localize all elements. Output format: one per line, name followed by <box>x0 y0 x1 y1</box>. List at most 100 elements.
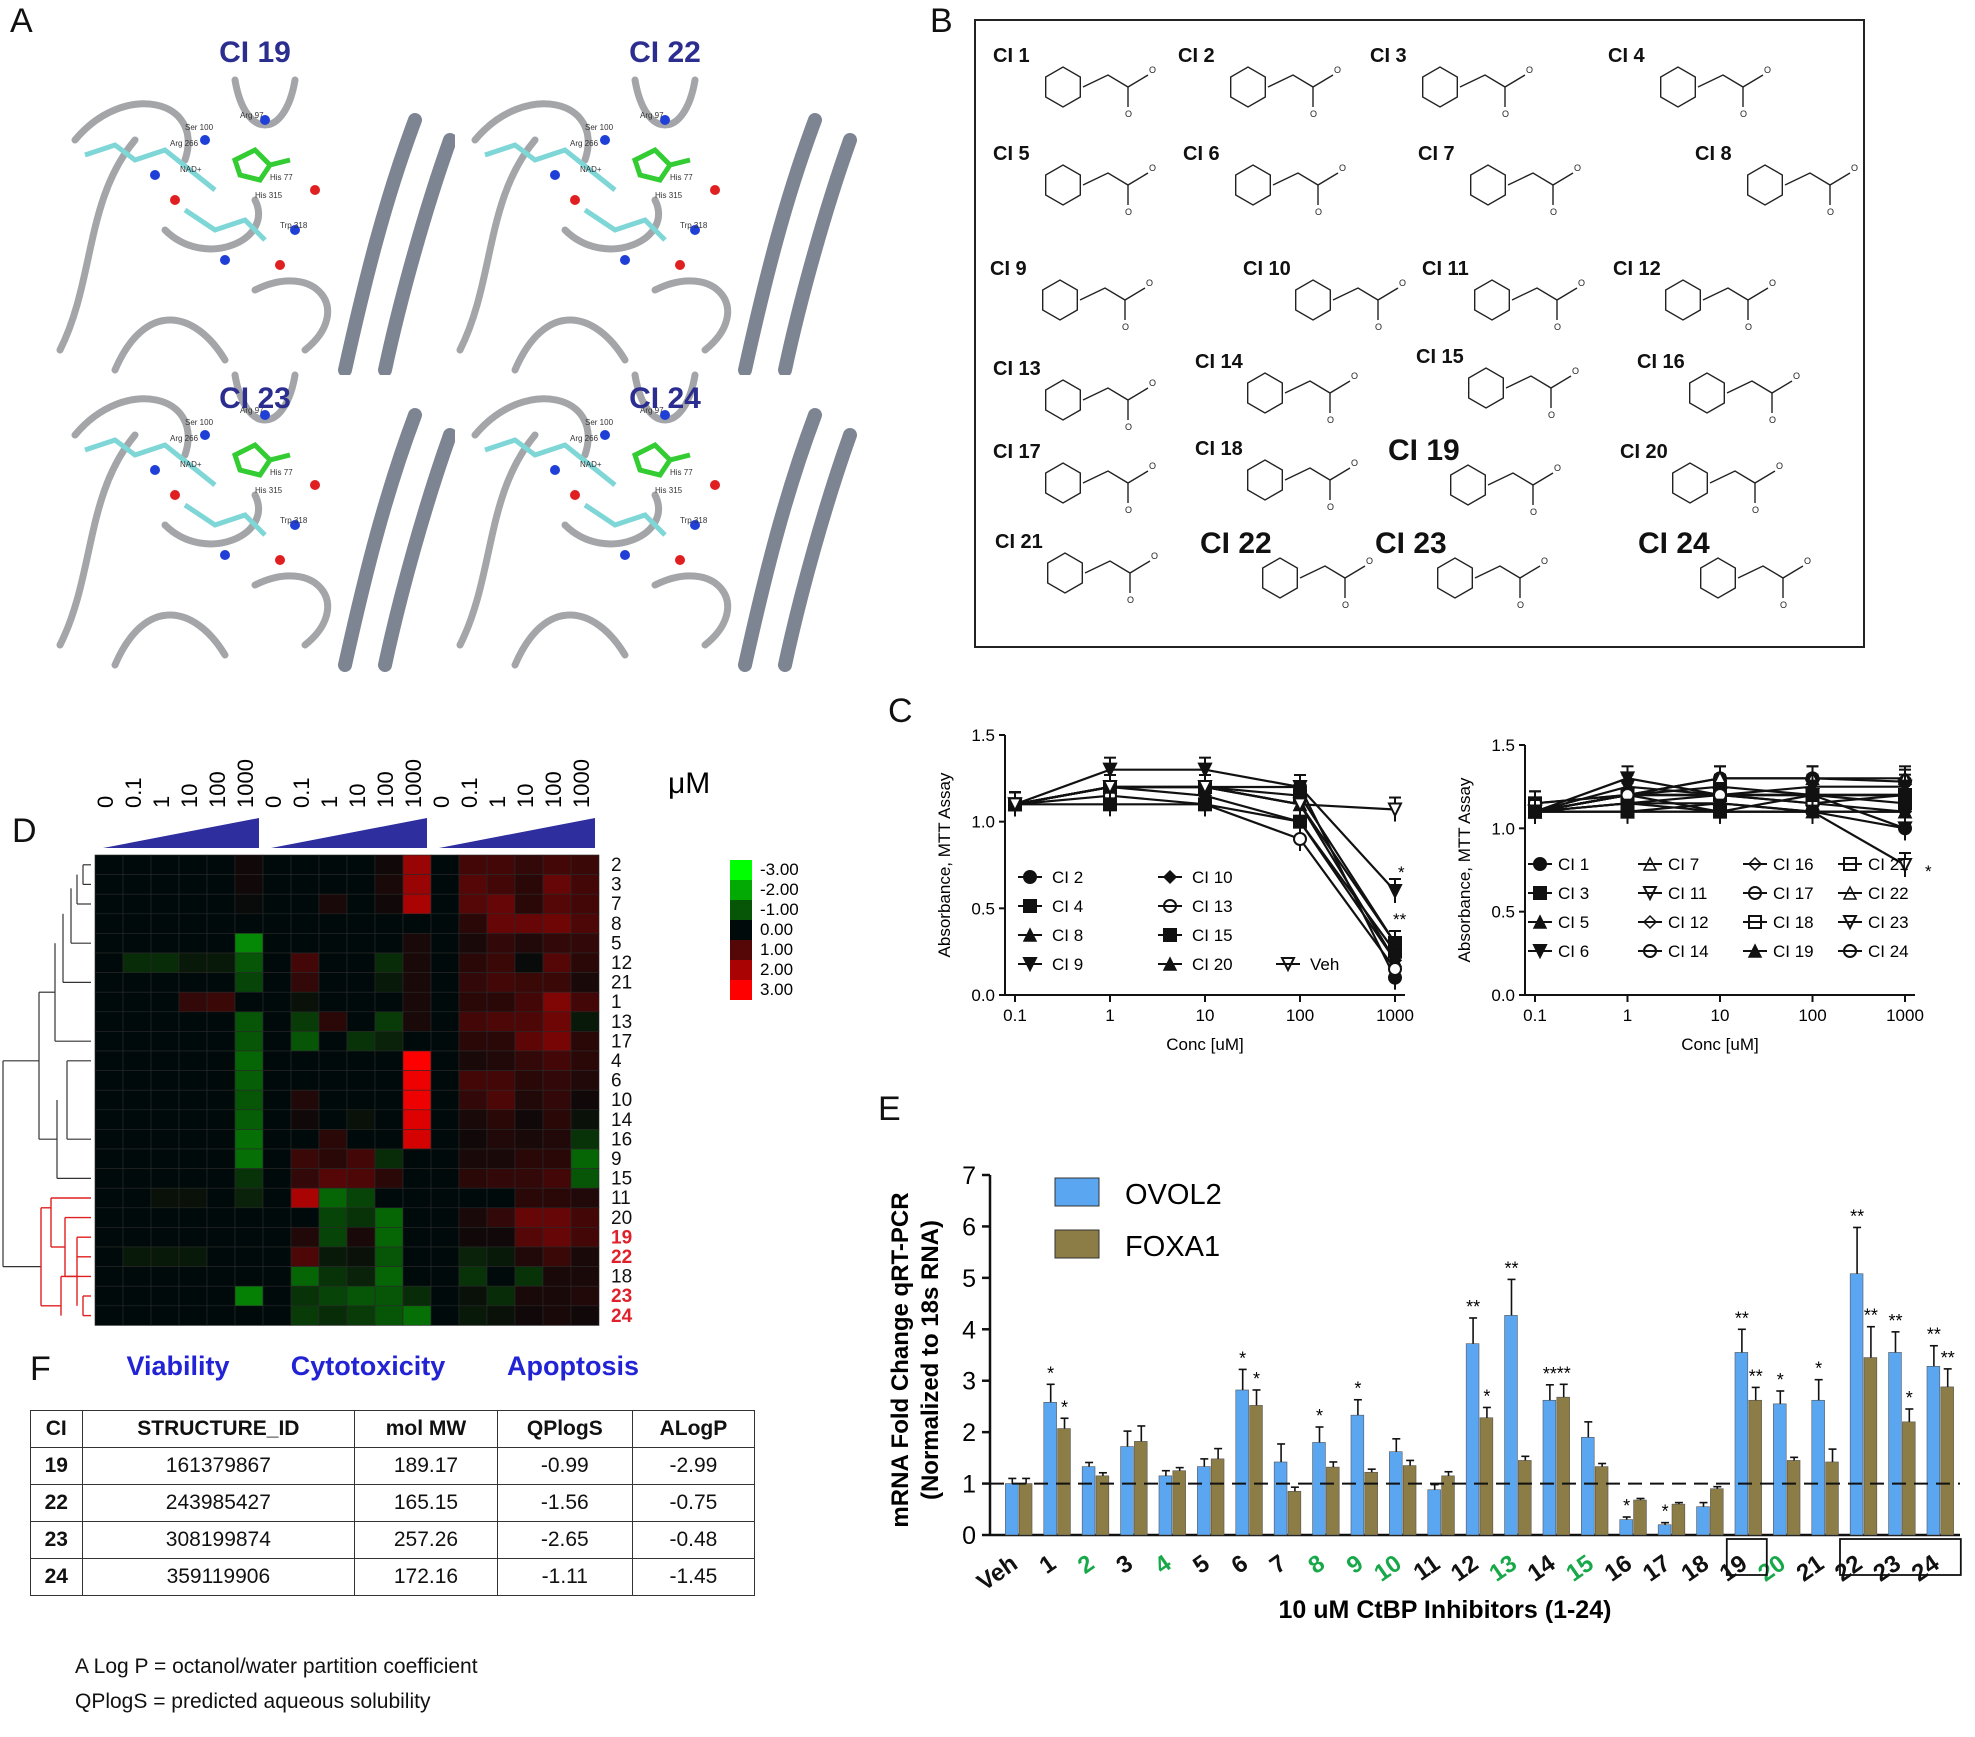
atom-marker <box>710 480 720 490</box>
heatmap-cell <box>318 1089 348 1111</box>
heatmap-cell <box>458 1148 488 1169</box>
x-category-label: 6 <box>1227 1550 1253 1580</box>
heatmap-cell <box>402 1070 432 1091</box>
inhibitor-molecule <box>631 441 691 478</box>
heatmap-cell <box>514 1129 544 1150</box>
data-point <box>1387 884 1403 900</box>
concentration-label: 1000 <box>569 759 594 808</box>
y-tick-label: 1.0 <box>1491 819 1515 838</box>
legend-entry: CI 3 <box>1558 884 1589 903</box>
atom-label: O <box>1554 322 1561 332</box>
heatmap-cell <box>402 1129 432 1150</box>
concentration-label: 10 <box>513 784 538 808</box>
heatmap-cell <box>122 1148 152 1169</box>
residue-label: Arg 97 <box>640 406 664 415</box>
y-tick-label: 0.0 <box>1491 986 1515 1005</box>
bar <box>1057 1428 1071 1536</box>
y-tick-label: 3 <box>962 1368 976 1396</box>
heatmap-cell <box>262 1109 292 1130</box>
residue-label: Arg 266 <box>170 434 199 443</box>
y-axis-label-line2: (Normalized to 18s RNA) <box>917 1220 944 1500</box>
y-axis-label-line1: mRNA Fold Change qRT-PCR <box>887 1192 914 1527</box>
concentration-label: 100 <box>373 771 398 808</box>
data-point <box>1898 821 1912 836</box>
side-chain <box>1084 560 1151 593</box>
heatmap-cell <box>290 1129 320 1150</box>
heatmap-cell <box>94 1246 124 1267</box>
heatmap-cell <box>234 991 264 1013</box>
unit-label: μM <box>668 767 710 800</box>
heatmap-cell <box>206 1246 236 1267</box>
heatmap-cell <box>430 1305 460 1326</box>
heatmap-cell <box>542 1207 572 1228</box>
heatmap-cell <box>290 1011 320 1032</box>
atom-marker <box>290 520 300 530</box>
heatmap-cell <box>570 1207 600 1228</box>
heatmap-row-label: 20 <box>611 1208 632 1229</box>
bar <box>1710 1488 1724 1536</box>
x-category-label: 20 <box>1753 1550 1790 1587</box>
atom-label: O <box>1550 207 1557 217</box>
x-category-label: 5 <box>1188 1550 1214 1580</box>
heatmap-cell <box>514 1207 544 1228</box>
heatmap-cell <box>234 1305 264 1326</box>
heatmap-cell <box>206 1187 236 1209</box>
significance-star: * <box>1398 863 1405 882</box>
compound-label: CI 11 <box>1422 258 1469 280</box>
concentration-label: 1000 <box>233 759 258 808</box>
heatmap-cell <box>122 1089 152 1111</box>
atom-label: O <box>1827 207 1834 217</box>
heatmap-cell <box>318 933 348 954</box>
heatmap-cell <box>122 952 152 973</box>
heatmap-cell <box>570 1305 600 1326</box>
significance-star: ** <box>1941 1348 1955 1368</box>
table-cell: 23 <box>30 1521 83 1559</box>
bar <box>1249 1405 1263 1536</box>
nad-ligand <box>484 142 617 192</box>
heatmap-cell <box>346 1187 376 1209</box>
heatmap-cell <box>514 1070 544 1091</box>
atom-label: O <box>1769 415 1776 425</box>
heatmap-cell <box>430 913 460 934</box>
side-chain <box>1726 380 1793 413</box>
residue-label: Arg 97 <box>240 406 264 415</box>
heatmap-cell <box>430 1207 460 1228</box>
bar <box>1158 1475 1173 1536</box>
heatmap-cell <box>262 1070 292 1091</box>
heatmap-cell <box>318 991 348 1013</box>
x-tick-label: 100 <box>1798 1006 1826 1025</box>
heatmap-cell <box>570 1109 600 1130</box>
ribbon-segment <box>738 408 822 672</box>
side-chain <box>1272 172 1339 205</box>
significance-star: ** <box>1864 1306 1878 1326</box>
heatmap-cell <box>178 1266 208 1287</box>
ribbon-segment <box>511 611 629 669</box>
significance-star: * <box>1906 1388 1913 1408</box>
ribbon-segment <box>778 428 857 672</box>
heatmap-cell <box>570 1070 600 1091</box>
heatmap-cell <box>94 1305 124 1326</box>
heatmap-cell <box>150 952 180 973</box>
ring-structure <box>1660 66 1696 108</box>
significance-star: ** <box>1466 1297 1480 1317</box>
heatmap-row-label: 24 <box>611 1306 633 1327</box>
heatmap-cell <box>150 893 180 915</box>
heatmap-cell <box>542 1050 572 1071</box>
data-point <box>1897 858 1913 874</box>
atom-marker <box>310 185 320 195</box>
atom-label: O <box>1315 207 1322 217</box>
legend-entry: CI 12 <box>1668 913 1709 932</box>
heatmap-cell <box>150 933 180 954</box>
atom-label: O <box>1125 505 1132 515</box>
heatmap-row-label: 2 <box>611 855 622 876</box>
heatmap-cell <box>206 1305 236 1326</box>
heatmap-cell <box>122 1109 152 1130</box>
y-tick-label: 1.0 <box>971 813 995 832</box>
heatmap-group-label: Viability <box>126 1351 229 1381</box>
x-tick-label: 1 <box>1623 1006 1632 1025</box>
heatmap-cell <box>290 1266 320 1287</box>
legend-entry: CI 18 <box>1773 913 1814 932</box>
x-category-label: 13 <box>1484 1550 1521 1587</box>
heatmap-cell <box>458 933 488 954</box>
table-column-header: ALogP <box>631 1410 756 1448</box>
